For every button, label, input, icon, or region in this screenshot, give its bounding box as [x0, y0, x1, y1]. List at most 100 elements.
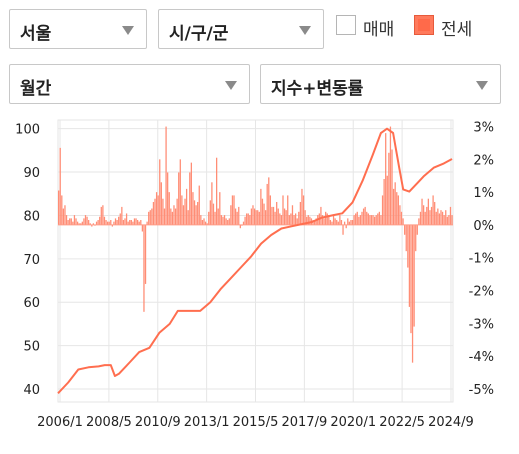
change-bar [347, 218, 349, 225]
change-bar [182, 205, 185, 225]
change-bar [233, 195, 235, 225]
change-bar [416, 224, 418, 235]
change-bar [260, 188, 262, 225]
change-bar [203, 218, 205, 225]
change-bar [295, 213, 297, 225]
change-bar [358, 216, 360, 225]
change-bar [432, 195, 434, 225]
change-bar [326, 213, 328, 225]
left-axis-tick-label: 40 [23, 383, 40, 398]
change-bar [359, 215, 362, 225]
change-bar [345, 224, 347, 229]
change-bar [266, 183, 268, 225]
change-bar [296, 218, 298, 225]
change-bar [309, 216, 311, 225]
change-bar [378, 211, 381, 225]
change-bar [174, 208, 177, 225]
change-bar [129, 220, 131, 225]
change-bar [231, 195, 234, 225]
change-bar [223, 215, 226, 225]
x-axis-tick-label: 2008/5 [86, 415, 132, 430]
change-bar [323, 218, 325, 225]
change-bar [244, 216, 246, 225]
district-select[interactable]: 시/구/군 [158, 9, 324, 49]
change-bar [389, 126, 392, 225]
change-bar [350, 220, 352, 225]
change-bar [184, 198, 186, 225]
change-bar [268, 177, 270, 225]
change-bar [280, 215, 283, 225]
change-bar [178, 172, 180, 225]
period-select[interactable]: 월간 [9, 64, 250, 104]
change-bar [279, 213, 281, 225]
change-bar [383, 179, 385, 225]
region-select[interactable]: 서울 [9, 9, 147, 49]
change-bar [141, 224, 144, 232]
change-bar [263, 203, 265, 225]
change-bar [380, 215, 382, 225]
change-bar [108, 221, 110, 225]
change-bar [110, 220, 112, 225]
x-axis-tick-label: 2013/1 [184, 415, 230, 430]
change-bar [258, 211, 260, 225]
change-bar [276, 201, 278, 225]
change-bar [419, 211, 422, 225]
change-bar [369, 215, 371, 225]
right-axis-tick-label: -2% [469, 285, 494, 300]
change-bar [151, 208, 153, 225]
change-bar [264, 210, 267, 225]
change-bar [430, 206, 433, 225]
change-bar [272, 206, 275, 225]
checkbox-jeonse[interactable]: 전세 [414, 15, 484, 40]
change-bar [239, 224, 241, 229]
left-axis-tick-label: 50 [23, 340, 40, 355]
left-axis-tick-label: 90 [23, 166, 40, 181]
change-bar [144, 224, 147, 284]
change-bar [197, 201, 199, 225]
change-bar [185, 188, 188, 225]
change-bar [374, 216, 376, 225]
change-bar [201, 220, 204, 225]
checkbox-sale-label: 매매 [363, 20, 395, 40]
index-line [57, 127, 453, 394]
change-bar [92, 223, 95, 225]
change-bar [342, 224, 344, 235]
change-bar [165, 126, 167, 225]
change-bar [306, 216, 308, 225]
change-bar [288, 215, 290, 225]
change-bar [62, 208, 65, 225]
change-bar [299, 201, 302, 225]
x-axis-tick-label: 2017/9 [281, 415, 327, 430]
metric-select[interactable]: 지수+변동률 [260, 64, 501, 104]
change-bar [339, 215, 341, 225]
change-bar [143, 224, 145, 312]
change-bar [102, 205, 104, 225]
change-bar [247, 213, 249, 225]
checkbox-sale[interactable]: 매매 [336, 15, 406, 40]
change-bar [190, 162, 192, 225]
change-bar [321, 215, 324, 225]
change-bar [415, 224, 417, 252]
change-bar [234, 208, 237, 225]
right-axis-tick-label: 0% [473, 219, 494, 234]
change-bar [361, 211, 363, 225]
change-bar [283, 208, 286, 225]
change-bar [75, 218, 77, 225]
change-bar [446, 216, 448, 225]
change-bar [69, 218, 71, 225]
change-bar [307, 215, 309, 225]
change-bar [397, 195, 399, 225]
change-bar [438, 213, 441, 225]
change-bar [422, 205, 425, 225]
change-bar [343, 221, 346, 225]
right-axis-tick-label: 3% [473, 121, 494, 136]
change-bar [392, 188, 395, 225]
change-bar [135, 218, 137, 225]
change-bar [84, 215, 87, 225]
change-bar [451, 215, 453, 225]
change-bar [83, 218, 85, 225]
change-bar [95, 221, 98, 225]
change-bar [290, 213, 292, 225]
change-bars [58, 126, 453, 363]
